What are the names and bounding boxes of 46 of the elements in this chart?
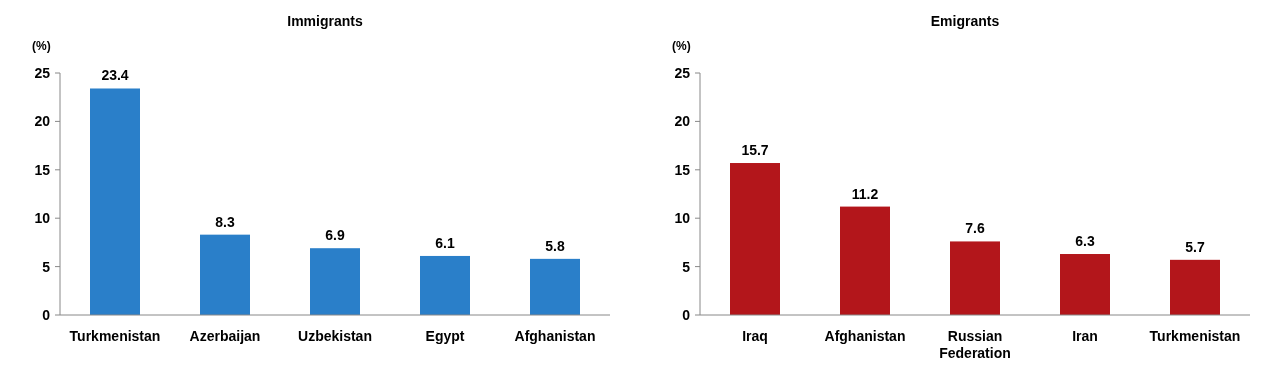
y-tick-label: 15 (34, 161, 51, 178)
y-tick-label: 25 (674, 64, 691, 81)
y-tick-label: 5 (42, 258, 51, 275)
x-tick-label: Azerbaijan (189, 328, 261, 344)
bar (1060, 254, 1110, 315)
x-tick-label: Iran (1072, 328, 1098, 344)
bar (1170, 259, 1220, 315)
data-label: 6.3 (1075, 233, 1095, 250)
chart-title: Emigrants (930, 13, 1000, 29)
y-tick-label: 10 (674, 210, 691, 227)
data-label: 6.1 (435, 234, 455, 251)
y-tick-label: 0 (682, 306, 691, 323)
y-tick-label: 5 (682, 258, 691, 275)
x-tick-label: Turkmenistan (69, 328, 161, 344)
y-tick-label: 0 (42, 306, 51, 323)
x-tick-label: Egypt (425, 328, 465, 344)
data-label: 8.3 (215, 213, 235, 230)
data-label: 15.7 (741, 142, 769, 159)
x-tick-label: Turkmenistan (1149, 328, 1241, 344)
data-label: 11.2 (851, 185, 879, 202)
x-tick-label: Afghanistan (514, 328, 596, 344)
y-tick-label: 10 (34, 210, 51, 227)
y-tick-label: 20 (34, 113, 51, 130)
y-tick-label: 25 (34, 64, 51, 81)
bar (90, 88, 140, 315)
x-tick-label: Afghanistan (824, 328, 906, 344)
bar (420, 255, 470, 315)
y-axis-title: (%) (672, 39, 691, 53)
y-axis-title: (%) (32, 39, 51, 53)
bar (200, 234, 250, 315)
data-label: 7.6 (965, 220, 985, 237)
bar (730, 163, 780, 315)
data-label: 5.7 (1185, 238, 1205, 255)
bar (310, 248, 360, 315)
bar (840, 206, 890, 315)
x-tick-label: Uzbekistan (298, 328, 372, 344)
bar (530, 258, 580, 315)
x-tick-label: Russian Federation (939, 328, 1011, 361)
bar (950, 241, 1000, 315)
x-tick-label: Iraq (742, 328, 768, 344)
data-label: 23.4 (101, 67, 129, 84)
data-label: 5.8 (545, 237, 565, 254)
y-tick-label: 20 (674, 113, 691, 130)
chart-title: Immigrants (287, 13, 363, 29)
data-label: 6.9 (325, 227, 345, 244)
y-tick-label: 15 (674, 161, 691, 178)
